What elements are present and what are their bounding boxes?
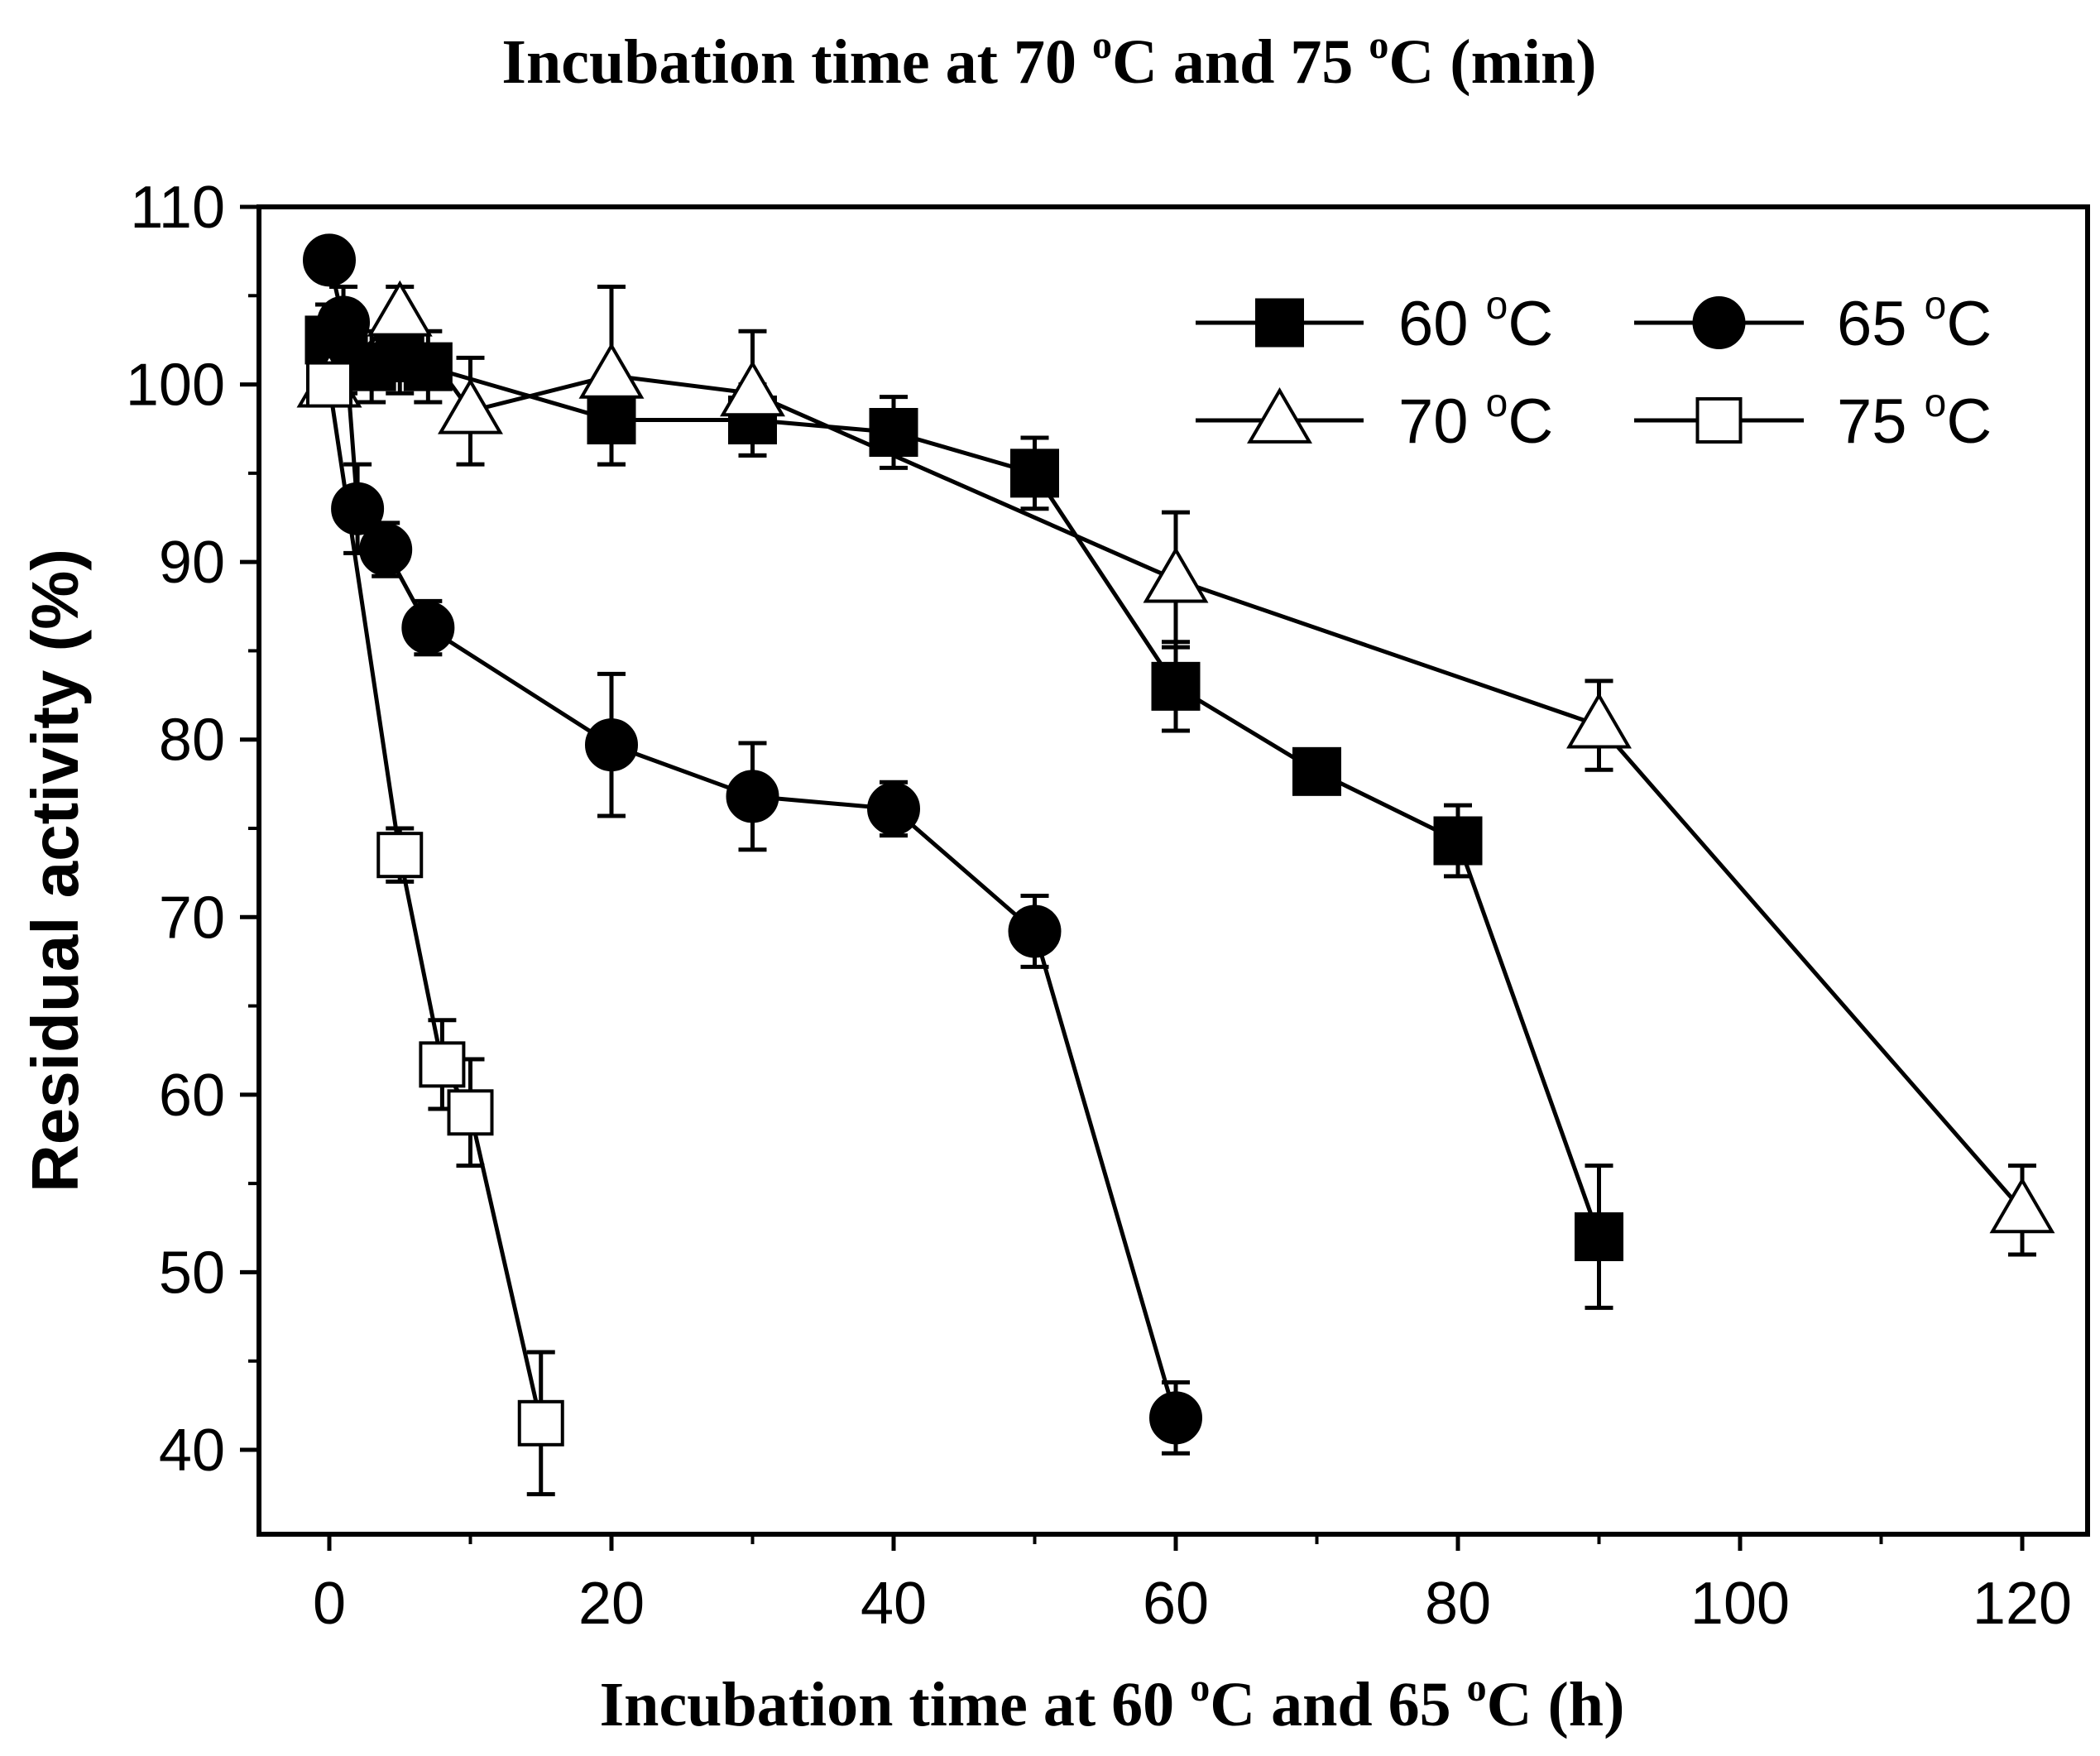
data-point — [1010, 449, 1059, 498]
plot-area-frame — [257, 204, 2090, 1537]
y-tick-label: 60 — [159, 1063, 225, 1129]
series-3 — [306, 361, 564, 1497]
data-point — [1433, 816, 1483, 866]
data-point — [1292, 746, 1341, 796]
data-point — [367, 280, 433, 337]
legend-marker — [1695, 397, 1743, 444]
x-tick-label: 120 — [1973, 1571, 2072, 1637]
x-tick-label: 100 — [1690, 1571, 1790, 1637]
y-tick-label: 90 — [159, 530, 225, 596]
data-point — [578, 342, 645, 399]
data-point — [317, 295, 371, 349]
y-tick-label: 50 — [159, 1240, 225, 1306]
y-axis-label: Residual activity (%) — [18, 549, 92, 1192]
data-point — [867, 782, 920, 836]
data-point — [517, 1399, 564, 1447]
data-point — [303, 233, 356, 287]
data-series — [296, 233, 2055, 1497]
data-point — [1151, 661, 1201, 711]
series-line — [328, 338, 1601, 1238]
legend-label: 75 oC — [1837, 381, 1992, 457]
legend-label: 60 oC — [1398, 284, 1553, 359]
data-point — [720, 360, 785, 417]
x-tick-label: 60 — [1143, 1571, 1209, 1637]
legend-item-3: 75 oC — [1634, 381, 1992, 457]
chart-title: Incubation time at 70 oC and 75 oC (min) — [501, 23, 1596, 97]
x-tick-label: 0 — [313, 1571, 346, 1637]
legend: 60 oC 65 oC 70 oC 75 oC — [1196, 284, 1992, 457]
data-point — [1575, 1212, 1623, 1262]
data-point — [401, 601, 455, 655]
series-line — [327, 259, 1178, 1419]
data-point — [438, 377, 503, 434]
legend-marker — [1255, 298, 1304, 348]
legend-label: 65 oC — [1837, 284, 1992, 359]
data-point — [585, 718, 638, 772]
y-tick-label: 80 — [159, 708, 225, 774]
series-1 — [303, 233, 1202, 1456]
y-tick-label: 100 — [126, 353, 225, 419]
data-point — [1143, 546, 1209, 603]
legend-item-1: 65 oC — [1634, 284, 1992, 359]
axes: 0 20 40 60 80 100 120 40 50 60 70 80 90 100 110 — [126, 175, 2072, 1637]
data-point — [1149, 1391, 1202, 1445]
x-tick-label: 80 — [1425, 1571, 1491, 1637]
legend-label: 70 oC — [1398, 381, 1553, 457]
y-tick-label: 70 — [159, 885, 225, 951]
x-axis-label: Incubation time at 60 oC and 65 oC (h) — [600, 1666, 1625, 1739]
data-point — [1989, 1177, 2055, 1234]
data-point — [1566, 692, 1632, 749]
series-2 — [296, 280, 2055, 1257]
legend-marker — [1247, 387, 1312, 444]
data-point — [306, 361, 352, 408]
legend-item-0: 60 oC — [1196, 284, 1553, 359]
series-line — [328, 311, 2024, 1211]
data-point — [726, 770, 779, 823]
legend-marker — [1692, 296, 1746, 349]
data-point — [376, 832, 424, 879]
x-tick-label: 20 — [578, 1571, 645, 1637]
legend-item-2: 70 oC — [1196, 381, 1553, 457]
data-point — [359, 523, 413, 577]
data-point — [419, 1041, 466, 1088]
data-point — [447, 1089, 494, 1136]
x-tick-label: 40 — [861, 1571, 927, 1637]
y-tick-label: 40 — [159, 1418, 225, 1484]
data-point — [1008, 904, 1062, 958]
y-tick-label: 110 — [130, 175, 225, 241]
